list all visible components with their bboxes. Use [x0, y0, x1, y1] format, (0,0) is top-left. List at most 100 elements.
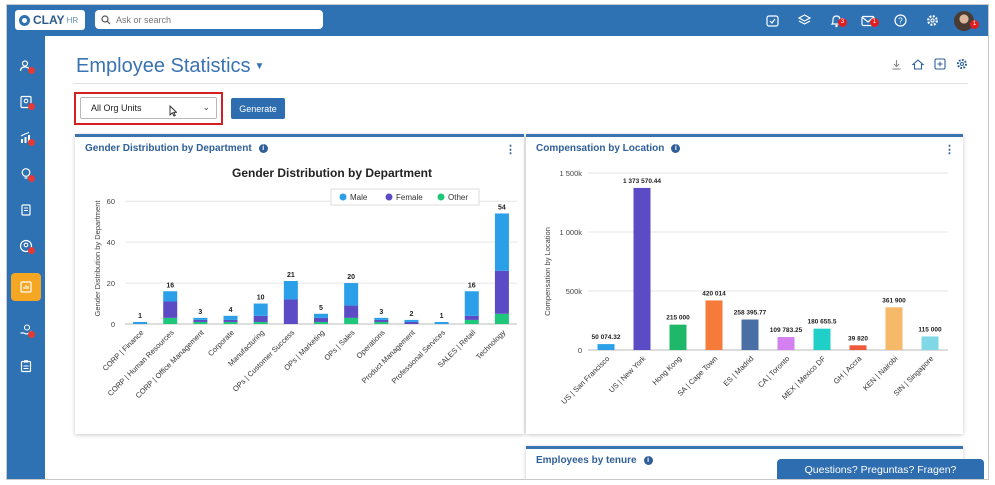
- y-tick-label: 40: [107, 238, 115, 247]
- bar-value-label: 258 395.77: [734, 310, 767, 317]
- org-unit-select[interactable]: All Org Units ⌄: [80, 97, 217, 119]
- calendar-check-button[interactable]: [756, 5, 788, 36]
- top-icons: 3 1 ? 1: [756, 5, 980, 36]
- bar: [921, 336, 939, 350]
- bar-other: [494, 313, 509, 324]
- info-icon[interactable]: i: [643, 456, 653, 465]
- y-tick-label: 1 500k: [559, 169, 582, 178]
- more-menu-icon[interactable]: ⋮: [944, 144, 955, 156]
- help-button[interactable]: ?: [884, 5, 916, 36]
- y-tick-label: 1 000k: [559, 228, 582, 237]
- more-menu-icon[interactable]: ⋮: [505, 144, 516, 156]
- gender-chart: Gender Distribution by Department 0 20 40 60…: [93, 166, 517, 400]
- logo-mark-icon: [19, 14, 30, 26]
- bar-other: [163, 317, 178, 324]
- y-axis-label: Compensation by Location: [543, 227, 552, 316]
- bar-female: [374, 319, 389, 322]
- layers-icon: [797, 14, 811, 25]
- sidebar-item-directory[interactable]: [7, 88, 45, 116]
- bar: [885, 307, 903, 350]
- chevron-down-icon: ⌄: [202, 102, 210, 112]
- sidebar-item-statistics[interactable]: [11, 273, 41, 301]
- highlight-box: [74, 92, 223, 125]
- org-unit-value: All Org Units: [91, 103, 142, 113]
- chat-help-button[interactable]: Questions? Preguntas? Fragen?: [777, 459, 984, 479]
- bar-male: [434, 321, 449, 324]
- report-chart-icon: [20, 281, 32, 293]
- settings-button[interactable]: [916, 5, 948, 36]
- bar-total-label: 4: [229, 307, 233, 314]
- bar-male: [464, 291, 479, 316]
- sidebar-alert-dot: [28, 139, 35, 146]
- chart-title: Gender Distribution by Department: [232, 166, 432, 180]
- bar: [633, 187, 651, 350]
- sidebar-item-profile[interactable]: [7, 232, 45, 260]
- sidebar: [7, 36, 45, 479]
- bar-total-label: 3: [198, 309, 202, 316]
- sidebar-item-people[interactable]: [7, 52, 45, 80]
- bar-total-label: 3: [379, 309, 383, 316]
- bar-total-label: 1: [138, 313, 142, 320]
- bar-male: [133, 321, 148, 324]
- add-widget-icon[interactable]: [934, 58, 946, 70]
- lightbulb-icon: [21, 168, 31, 179]
- notifications-button[interactable]: 3: [820, 5, 852, 36]
- title-divider: [73, 83, 968, 84]
- sidebar-item-analytics[interactable]: [7, 124, 45, 152]
- info-icon[interactable]: i: [671, 144, 681, 153]
- download-icon[interactable]: [891, 59, 902, 70]
- bar-female: [314, 317, 328, 322]
- x-tick-label: US | San Francisco: [559, 354, 611, 406]
- gender-card-title: Gender Distribution by Department: [85, 143, 252, 154]
- app-logo[interactable]: CLAY HR: [15, 10, 85, 30]
- bar-male: [253, 303, 268, 316]
- sidebar-item-checklist[interactable]: [7, 352, 45, 380]
- compensation-card-title: Compensation by Location: [536, 143, 665, 154]
- sidebar-alert-dot: [28, 175, 35, 182]
- bar: [777, 337, 795, 350]
- y-tick-label: 20: [107, 279, 115, 288]
- bar-total-label: 1: [440, 313, 444, 320]
- bar-male: [283, 281, 298, 300]
- sidebar-alert-dot: [28, 331, 35, 338]
- bar-male: [223, 315, 238, 320]
- x-tick-label: KEN | Nairobi: [861, 354, 900, 393]
- generate-button[interactable]: Generate: [231, 98, 285, 119]
- search-input[interactable]: Ask or search: [116, 14, 172, 25]
- bar-total-label: 2: [410, 311, 414, 318]
- home-icon[interactable]: [912, 58, 924, 70]
- page-title[interactable]: Employee Statistics ▼: [76, 55, 264, 78]
- sidebar-item-documents[interactable]: [7, 196, 45, 224]
- sidebar-alert-dot: [28, 103, 35, 110]
- bar: [669, 324, 687, 350]
- sidebar-alert-dot: [28, 67, 35, 74]
- page-title-text: Employee Statistics: [76, 55, 251, 77]
- avatar: [954, 10, 974, 31]
- layers-button[interactable]: [788, 5, 820, 36]
- user-avatar-button[interactable]: 1: [948, 5, 980, 36]
- bar-other: [344, 317, 359, 324]
- bar-male: [314, 313, 328, 318]
- bar-female: [404, 321, 419, 324]
- sidebar-item-support[interactable]: [7, 316, 45, 344]
- x-tick-label: OPs | Sales: [322, 328, 356, 362]
- search-box[interactable]: Ask or search: [95, 10, 323, 29]
- gender-card: Gender Distribution by Department i ⋮ Ge…: [75, 134, 524, 434]
- bar-total-label: 16: [468, 282, 476, 289]
- bar-total-label: 21: [287, 272, 295, 279]
- bar-value-label: 420 014: [702, 290, 726, 297]
- bar-total-label: 10: [257, 295, 265, 302]
- settings-icon[interactable]: [956, 58, 968, 70]
- bar-value-label: 115 000: [918, 326, 942, 333]
- bar-other: [314, 321, 328, 324]
- app-frame: CLAY HR Ask or search 3 1 ?: [6, 4, 989, 480]
- notifications-badge: 3: [838, 18, 847, 27]
- y-tick-label: 60: [107, 197, 115, 206]
- messages-button[interactable]: 1: [852, 5, 884, 36]
- bar-total-label: 54: [498, 204, 506, 211]
- bar-female: [223, 319, 238, 322]
- sidebar-item-ideas[interactable]: [7, 160, 45, 188]
- calendar-check-icon: [765, 15, 779, 27]
- bar-value-label: 361 900: [882, 297, 906, 304]
- info-icon[interactable]: i: [258, 144, 268, 153]
